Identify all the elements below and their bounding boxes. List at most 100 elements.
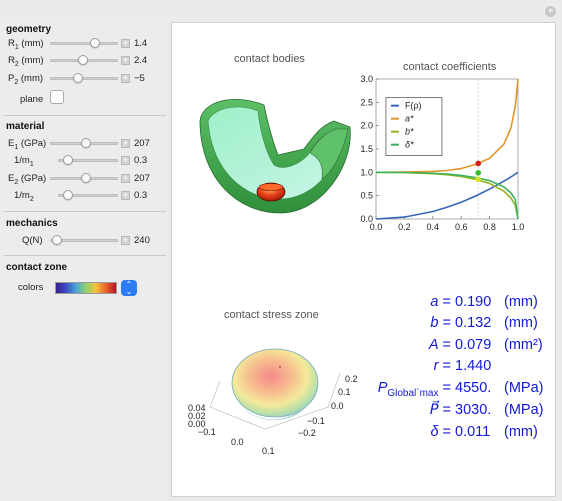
q-label: Q(N) <box>22 235 43 246</box>
x-tick-label: 0.0 <box>231 437 244 447</box>
x-tick-label: 0.8 <box>483 222 496 232</box>
shell-cut-edge <box>309 128 349 180</box>
q-expand-button[interactable]: + <box>121 235 130 245</box>
x-tick-label: 1.0 <box>512 222 525 232</box>
result-value: 3030. <box>455 402 492 418</box>
y-tick-label: 2.0 <box>360 121 373 131</box>
q-value: 240 <box>134 235 150 246</box>
result-key: A = <box>428 337 451 353</box>
control-panel: geometry R1 (mm) + 1.4 R2 (mm) + 2.4 P2 … <box>0 18 168 501</box>
p2-value: −5 <box>134 73 145 84</box>
series-line <box>375 171 519 220</box>
legend-label: F(ρ) <box>405 101 422 111</box>
m2-expand-button[interactable]: + <box>121 190 130 200</box>
series-line <box>375 171 519 220</box>
legend-label: a* <box>405 114 414 124</box>
r2-expand-button[interactable]: + <box>121 55 130 65</box>
q-slider[interactable] <box>50 239 118 242</box>
result-value: 4550. <box>455 380 492 396</box>
y-tick-label: 1.0 <box>360 167 373 177</box>
legend-label: δ* <box>405 140 414 150</box>
m2-slider[interactable] <box>58 194 118 197</box>
legend-box <box>385 97 443 157</box>
contact-stress-zone-title: contact stress zone <box>224 309 319 321</box>
mechanics-header: mechanics <box>6 218 58 229</box>
p2-slider-thumb[interactable] <box>73 73 83 83</box>
q-slider-thumb[interactable] <box>52 235 62 245</box>
y-tick-label: −0.2 <box>298 428 316 438</box>
result-value: 0.011 <box>455 424 491 440</box>
geometry-header: geometry <box>6 24 52 35</box>
color-scheme-swatch[interactable] <box>55 282 117 294</box>
series-point <box>475 170 482 176</box>
y-tick-label: 0.0 <box>360 214 373 224</box>
result-unit: (MPa) <box>504 402 544 418</box>
divider <box>4 255 166 256</box>
series-line <box>375 171 519 220</box>
e1-slider-thumb[interactable] <box>81 138 91 148</box>
y-tick-label: 2.5 <box>360 97 373 107</box>
result-key: δ = <box>430 424 451 440</box>
x-tick-label: 0.4 <box>427 222 440 232</box>
color-scheme-dropdown[interactable]: ⌃ ⌄ <box>121 280 137 296</box>
m1-expand-button[interactable]: + <box>121 155 130 165</box>
m2-label: 1/m2 <box>14 190 34 203</box>
e2-label: E2 (GPa) <box>8 173 47 186</box>
p2-expand-button[interactable]: + <box>121 73 130 83</box>
output-canvas: contact bodies contact coefficients cont… <box>171 22 556 497</box>
contact-zone-header: contact zone <box>6 262 68 273</box>
z-tick-label: 0.00 <box>188 419 206 429</box>
material-header: material <box>6 121 45 132</box>
r1-slider[interactable] <box>50 42 118 45</box>
x-tick-label: 0.2 <box>398 222 411 232</box>
m2-slider-thumb[interactable] <box>63 190 73 200</box>
plus-icon[interactable]: + <box>545 6 556 17</box>
contact-stress-zone-plot[interactable]: 0.040.020.00−0.10.00.10.20.10.0−0.1−0.2 <box>180 323 370 463</box>
e2-value: 207 <box>134 173 150 184</box>
x-tick-label: 0.6 <box>455 222 468 232</box>
x-tick-label: −0.1 <box>198 427 216 437</box>
contact-bodies-title: contact bodies <box>234 53 305 65</box>
y-tick-label: −0.1 <box>307 416 325 426</box>
result-key: P⃗ = <box>429 402 451 418</box>
result-key: a = <box>430 294 451 310</box>
m1-slider[interactable] <box>58 159 118 162</box>
result-unit: (mm) <box>504 424 538 440</box>
p2-slider[interactable] <box>50 77 118 80</box>
plane-checkbox[interactable] <box>50 90 64 104</box>
contact-coefficients-chart[interactable]: 0.0 0.2 0.4 0.6 0.8 1.00.00.51.01.52.02.53.0 … <box>352 73 552 237</box>
stress-box-frame <box>209 372 341 430</box>
r2-value: 2.4 <box>134 55 148 66</box>
r1-label: R1 (mm) <box>8 38 44 51</box>
e2-expand-button[interactable]: + <box>121 173 130 183</box>
m2-value: 0.3 <box>134 190 148 201</box>
chart-series <box>375 78 519 220</box>
max-stress-point <box>279 366 281 368</box>
e2-slider-thumb[interactable] <box>81 173 91 183</box>
x-tick-label: 0.0 <box>370 222 383 232</box>
m1-value: 0.3 <box>134 155 148 166</box>
result-value: 0.190 <box>455 294 492 310</box>
y-tick-label: 0.1 <box>338 387 351 397</box>
result-unit: (MPa) <box>504 380 544 396</box>
m1-slider-thumb[interactable] <box>63 155 73 165</box>
result-unit: (mm) <box>504 294 538 310</box>
m1-label: 1/m1 <box>14 155 34 168</box>
ball-contact-cap <box>258 183 284 191</box>
x-tick-label: 0.1 <box>262 446 275 456</box>
series-point <box>475 160 482 167</box>
r1-slider-thumb[interactable] <box>90 38 100 48</box>
contact-coefficients-title: contact coefficients <box>403 61 497 73</box>
result-key: r = <box>433 358 451 374</box>
colors-label: colors <box>18 282 44 293</box>
r2-slider-thumb[interactable] <box>78 55 88 65</box>
e1-expand-button[interactable]: + <box>121 138 130 148</box>
result-value: 0.079 <box>455 337 492 353</box>
r1-expand-button[interactable]: + <box>121 38 130 48</box>
contact-bodies-plot[interactable] <box>194 75 364 225</box>
legend-label: b* <box>405 127 414 137</box>
y-tick-label: 0.0 <box>331 401 344 411</box>
plane-label: plane <box>20 94 44 105</box>
result-unit: (mm²) <box>504 337 543 353</box>
